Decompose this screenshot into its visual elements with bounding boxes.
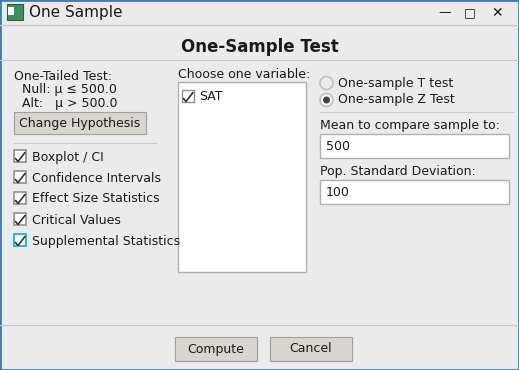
Text: ✕: ✕	[491, 6, 503, 20]
Text: Change Hypothesis: Change Hypothesis	[19, 118, 141, 131]
Text: Mean to compare sample to:: Mean to compare sample to:	[320, 120, 500, 132]
Bar	[320, 134, 509, 158]
Text: SAT: SAT	[199, 91, 223, 104]
Text: Choose one variable:: Choose one variable:	[178, 67, 310, 81]
Text: One-Sample Test: One-Sample Test	[181, 38, 338, 56]
Bar	[7, 4, 23, 20]
Text: Effect Size Statistics: Effect Size Statistics	[32, 192, 160, 205]
Text: One-Tailed Test:: One-Tailed Test:	[14, 70, 112, 83]
Bar	[14, 150, 26, 162]
Text: One Sample: One Sample	[29, 6, 122, 20]
Text: Pop. Standard Deviation:: Pop. Standard Deviation:	[320, 165, 476, 178]
Text: 100: 100	[326, 186, 350, 199]
Circle shape	[320, 94, 333, 107]
Text: Supplemental Statistics: Supplemental Statistics	[32, 235, 180, 248]
Bar	[14, 192, 26, 204]
Bar	[175, 337, 257, 361]
Bar	[270, 337, 352, 361]
Bar	[320, 180, 509, 204]
Text: Critical Values: Critical Values	[32, 213, 121, 226]
Text: One-sample T test: One-sample T test	[338, 77, 453, 90]
Bar	[182, 90, 194, 102]
Bar	[14, 112, 146, 134]
Text: Confidence Intervals: Confidence Intervals	[32, 172, 161, 185]
Text: □: □	[464, 7, 476, 20]
Text: Null: μ ≤ 500.0: Null: μ ≤ 500.0	[22, 84, 117, 97]
Text: 500: 500	[326, 141, 350, 154]
Bar	[14, 234, 26, 246]
Bar	[8, 7, 14, 15]
Text: One-sample Z Test: One-sample Z Test	[338, 94, 455, 107]
Bar	[14, 213, 26, 225]
Text: Compute: Compute	[187, 343, 244, 356]
Bar	[178, 82, 306, 272]
Text: Alt:   μ > 500.0: Alt: μ > 500.0	[22, 97, 117, 110]
Circle shape	[323, 97, 330, 104]
Text: Boxplot / CI: Boxplot / CI	[32, 151, 104, 164]
Circle shape	[320, 77, 333, 90]
Text: —: —	[439, 7, 451, 20]
Bar	[14, 171, 26, 183]
Text: Cancel: Cancel	[290, 343, 332, 356]
